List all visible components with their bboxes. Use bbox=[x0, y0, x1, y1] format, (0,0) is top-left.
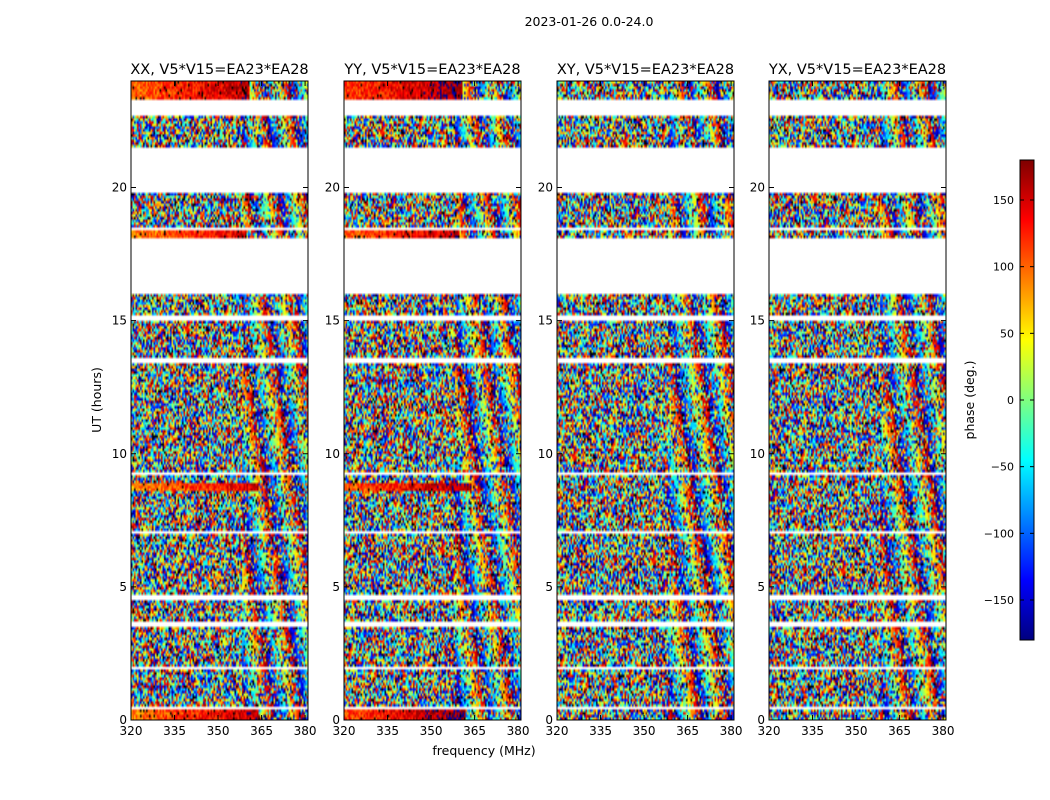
panels-group: XX, V5*V15=EA23*EA28 320 335 350 365 380 0 5 10 1… bbox=[112, 62, 955, 738]
x-tick-label: 335 bbox=[801, 724, 824, 738]
y-tick-label: 15 bbox=[112, 314, 127, 328]
y-tick-label: 20 bbox=[112, 181, 127, 195]
heatmap-image bbox=[557, 81, 734, 720]
y-tick-label: 10 bbox=[325, 447, 340, 461]
colorbar-label: phase (deg.) bbox=[962, 361, 977, 440]
colorbar-tick-label: −100 bbox=[984, 527, 1014, 540]
y-tick-label: 0 bbox=[757, 713, 765, 727]
y-tick-label: 10 bbox=[750, 447, 765, 461]
x-tick-label: 350 bbox=[633, 724, 656, 738]
y-tick-label: 0 bbox=[332, 713, 340, 727]
y-tick-label: 0 bbox=[545, 713, 553, 727]
panel-frame bbox=[343, 80, 522, 721]
heatmap-image bbox=[131, 81, 308, 720]
x-tick-label: 320 bbox=[333, 724, 356, 738]
y-tick-label: 15 bbox=[750, 314, 765, 328]
colorbar-tick-label: 0 bbox=[1007, 394, 1014, 407]
colorbar: 150 100 50 0 −50 −100 −150 phase (deg.) bbox=[962, 159, 1035, 641]
x-tick-label: 320 bbox=[546, 724, 569, 738]
x-axis-label: frequency (MHz) bbox=[432, 743, 535, 758]
panel-yx: YX, V5*V15=EA23*EA28 320 335 350 365 380 0 5 10 1… bbox=[750, 62, 955, 738]
y-axis-label: UT (hours) bbox=[89, 367, 104, 433]
y-tick-label: 15 bbox=[538, 314, 553, 328]
x-tick-label: 335 bbox=[163, 724, 186, 738]
panel-title: XY, V5*V15=EA23*EA28 bbox=[557, 62, 734, 78]
x-tick-label: 320 bbox=[758, 724, 781, 738]
colorbar-tick-label: −150 bbox=[984, 594, 1014, 607]
y-tick-label: 20 bbox=[325, 181, 340, 195]
x-tick-label: 365 bbox=[888, 724, 911, 738]
y-tick-label: 5 bbox=[119, 580, 127, 594]
y-tick-label: 0 bbox=[119, 713, 127, 727]
x-tick-label: 320 bbox=[120, 724, 143, 738]
x-tick-label: 380 bbox=[720, 724, 743, 738]
colorbar-tick-label: 50 bbox=[1000, 327, 1014, 340]
x-tick-label: 365 bbox=[676, 724, 699, 738]
y-tick-label: 5 bbox=[757, 580, 765, 594]
panel-title: XX, V5*V15=EA23*EA28 bbox=[130, 62, 308, 78]
y-tick-label: 20 bbox=[750, 181, 765, 195]
panel-title: YY, V5*V15=EA23*EA28 bbox=[343, 62, 520, 78]
x-tick-label: 350 bbox=[845, 724, 868, 738]
heatmap-image bbox=[344, 81, 521, 720]
colorbar-tick-label: 100 bbox=[993, 261, 1014, 274]
y-tick-label: 5 bbox=[332, 580, 340, 594]
x-tick-label: 335 bbox=[376, 724, 399, 738]
colorbar-tick-label: 150 bbox=[993, 194, 1014, 207]
x-tick-label: 350 bbox=[207, 724, 230, 738]
x-tick-label: 380 bbox=[932, 724, 955, 738]
y-tick-label: 10 bbox=[112, 447, 127, 461]
heatmap-image bbox=[769, 81, 946, 720]
colorbar-tick-label: −50 bbox=[991, 461, 1014, 474]
y-tick-label: 5 bbox=[545, 580, 553, 594]
panel-frame bbox=[768, 80, 947, 721]
panel-frame bbox=[556, 80, 735, 721]
y-tick-label: 20 bbox=[538, 181, 553, 195]
y-tick-label: 15 bbox=[325, 314, 340, 328]
panel-yy: YY, V5*V15=EA23*EA28 320 335 350 365 380 0 5 10 1… bbox=[325, 62, 530, 738]
figure-suptitle: 2023-01-26 0.0-24.0 bbox=[525, 14, 654, 29]
panel-xy: XY, V5*V15=EA23*EA28 320 335 350 365 380 0 5 10 1… bbox=[538, 62, 743, 738]
y-tick-label: 10 bbox=[538, 447, 553, 461]
panel-xx: XX, V5*V15=EA23*EA28 320 335 350 365 380 0 5 10 1… bbox=[112, 62, 317, 738]
x-tick-label: 380 bbox=[294, 724, 317, 738]
x-tick-label: 335 bbox=[589, 724, 612, 738]
x-tick-label: 365 bbox=[463, 724, 486, 738]
panel-title: YX, V5*V15=EA23*EA28 bbox=[768, 62, 946, 78]
panel-frame bbox=[130, 80, 309, 721]
x-tick-label: 350 bbox=[420, 724, 443, 738]
x-tick-label: 365 bbox=[250, 724, 273, 738]
x-tick-label: 380 bbox=[507, 724, 530, 738]
